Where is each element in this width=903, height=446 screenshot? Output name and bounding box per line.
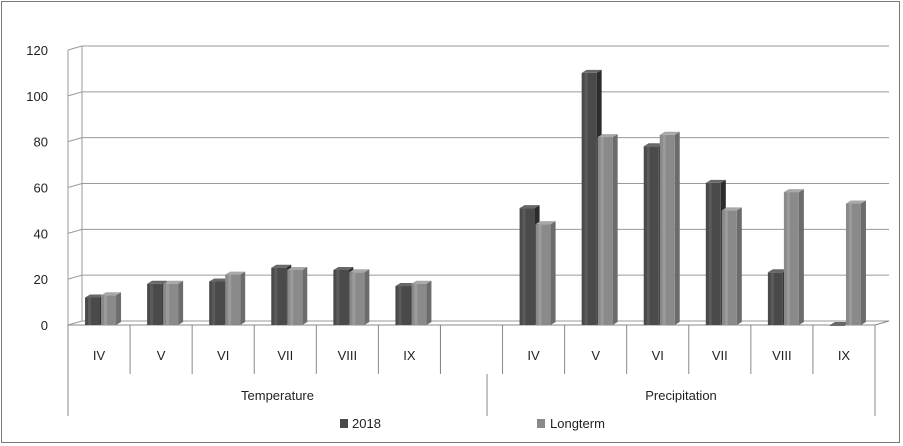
legend-label-2018: 2018 — [352, 416, 381, 431]
bar-longterm-2 — [163, 280, 184, 325]
bar-longterm-5 — [349, 269, 370, 325]
legend-swatch-2018 — [340, 419, 348, 428]
x-tick-label: IX — [403, 348, 416, 363]
x-tick-label: IV — [527, 348, 540, 363]
bars — [85, 69, 866, 326]
gridline-depth — [67, 183, 83, 188]
y-axis-tick-labels: 0 20 40 60 80 100 120 — [26, 43, 48, 333]
x-tick-label: VII — [277, 348, 293, 363]
bar-2018-12 — [829, 322, 850, 326]
bar-longterm-11 — [783, 189, 804, 325]
y-tick-label: 100 — [26, 89, 48, 104]
x-axis: IV V VI VII VIII IX Temperature IV V VI VII VIII IX P… — [67, 325, 876, 416]
bar-longterm-12 — [845, 200, 866, 325]
legend-swatch-longterm — [537, 419, 545, 428]
x-tick-label: VI — [217, 348, 229, 363]
x-tick-label: VII — [712, 348, 728, 363]
legend-label-longterm: Longterm — [550, 416, 605, 431]
bar-longterm-8 — [597, 134, 618, 325]
x-tick-label: IV — [93, 348, 106, 363]
bar-longterm-9 — [659, 131, 680, 325]
x-tick-label: V — [157, 348, 166, 363]
group-label: Temperature — [241, 388, 314, 403]
bar-longterm-6 — [411, 280, 432, 325]
x-tick-label: VI — [652, 348, 664, 363]
bar-longterm-3 — [225, 271, 246, 325]
y-tick-label: 60 — [34, 181, 48, 196]
gridline-depth — [67, 91, 83, 97]
group-label: Precipitation — [645, 388, 717, 403]
y-tick-label: 80 — [34, 135, 48, 150]
y-tick-label: 120 — [26, 43, 48, 58]
x-tick-label: VIII — [772, 348, 792, 363]
bar-longterm-7 — [535, 221, 556, 325]
x-tick-label: V — [591, 348, 600, 363]
x-tick-label: IX — [838, 348, 851, 363]
y-tick-label: 0 — [41, 318, 48, 333]
bar-longterm-1 — [101, 292, 122, 325]
y-tick-label: 40 — [34, 226, 48, 241]
gridline-depth — [67, 228, 83, 234]
gridline-depth — [67, 274, 83, 280]
gridline-depth — [67, 45, 83, 51]
gridlines — [67, 45, 890, 326]
x-tick-label: VIII — [338, 348, 358, 363]
gridline-depth — [67, 137, 83, 143]
y-tick-label: 20 — [34, 272, 48, 287]
gridline-depth — [67, 320, 83, 326]
floor-right-edge — [874, 320, 890, 326]
bar-longterm-4 — [287, 267, 308, 325]
legend: 2018 Longterm — [340, 416, 605, 431]
bar-longterm-10 — [721, 207, 742, 325]
